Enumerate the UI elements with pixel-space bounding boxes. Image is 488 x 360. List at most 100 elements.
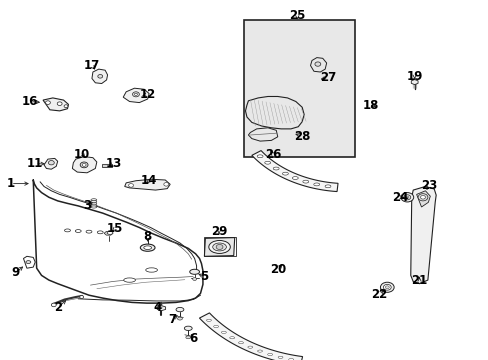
- Ellipse shape: [420, 195, 425, 199]
- Ellipse shape: [288, 359, 293, 360]
- Polygon shape: [44, 158, 58, 169]
- Ellipse shape: [405, 196, 408, 198]
- Ellipse shape: [57, 102, 62, 105]
- Ellipse shape: [45, 101, 50, 104]
- Ellipse shape: [212, 243, 226, 251]
- Text: 10: 10: [74, 148, 90, 161]
- Polygon shape: [416, 191, 429, 207]
- Text: 2: 2: [54, 301, 61, 314]
- Ellipse shape: [64, 229, 70, 232]
- Polygon shape: [124, 179, 170, 190]
- Polygon shape: [245, 96, 304, 129]
- Text: 18: 18: [362, 99, 378, 112]
- Ellipse shape: [163, 183, 168, 186]
- Ellipse shape: [80, 296, 83, 298]
- Ellipse shape: [257, 350, 262, 352]
- Ellipse shape: [192, 278, 196, 280]
- Bar: [243, 20, 354, 157]
- Ellipse shape: [229, 337, 234, 339]
- Ellipse shape: [403, 195, 410, 200]
- Ellipse shape: [132, 92, 139, 97]
- Text: 27: 27: [320, 71, 336, 84]
- Ellipse shape: [145, 268, 157, 272]
- Ellipse shape: [51, 303, 56, 307]
- Ellipse shape: [91, 199, 97, 201]
- Polygon shape: [104, 231, 113, 235]
- Ellipse shape: [238, 342, 243, 344]
- Ellipse shape: [213, 325, 218, 328]
- Ellipse shape: [257, 155, 263, 158]
- Polygon shape: [204, 238, 234, 256]
- Text: 17: 17: [83, 59, 100, 72]
- Ellipse shape: [221, 331, 226, 333]
- Ellipse shape: [91, 206, 97, 208]
- Ellipse shape: [292, 177, 298, 180]
- Ellipse shape: [98, 75, 102, 78]
- Text: 29: 29: [210, 225, 227, 238]
- Text: 21: 21: [410, 274, 427, 287]
- Ellipse shape: [140, 244, 155, 251]
- Ellipse shape: [206, 319, 211, 321]
- Text: 19: 19: [406, 70, 422, 83]
- Ellipse shape: [267, 354, 272, 356]
- Text: 4: 4: [153, 301, 161, 314]
- Ellipse shape: [128, 184, 133, 187]
- Ellipse shape: [273, 167, 279, 170]
- Text: 16: 16: [22, 95, 39, 108]
- Ellipse shape: [91, 204, 97, 206]
- Polygon shape: [251, 150, 337, 192]
- Ellipse shape: [107, 231, 113, 234]
- Polygon shape: [157, 306, 165, 311]
- Polygon shape: [123, 88, 149, 103]
- Text: 26: 26: [264, 148, 281, 161]
- Ellipse shape: [383, 284, 390, 290]
- Polygon shape: [72, 157, 97, 173]
- Ellipse shape: [184, 326, 192, 330]
- Text: 13: 13: [105, 157, 122, 170]
- Text: 20: 20: [269, 263, 285, 276]
- Ellipse shape: [123, 278, 135, 282]
- Ellipse shape: [385, 286, 388, 289]
- Polygon shape: [415, 269, 423, 274]
- Ellipse shape: [400, 193, 413, 202]
- Text: 11: 11: [27, 157, 43, 170]
- Text: 12: 12: [139, 88, 156, 101]
- Polygon shape: [199, 313, 302, 360]
- Text: 15: 15: [106, 222, 123, 235]
- Polygon shape: [410, 186, 435, 284]
- Polygon shape: [92, 69, 107, 84]
- Ellipse shape: [80, 162, 88, 168]
- Ellipse shape: [176, 307, 183, 312]
- Polygon shape: [310, 58, 326, 72]
- Ellipse shape: [64, 105, 68, 108]
- Polygon shape: [23, 256, 35, 268]
- Text: 14: 14: [141, 174, 157, 187]
- Bar: [204, 237, 235, 256]
- Ellipse shape: [216, 244, 223, 249]
- Ellipse shape: [380, 282, 393, 292]
- Ellipse shape: [75, 230, 81, 233]
- Ellipse shape: [82, 163, 86, 166]
- Ellipse shape: [91, 201, 97, 203]
- Text: 23: 23: [420, 179, 437, 192]
- Ellipse shape: [302, 180, 308, 183]
- Text: 22: 22: [370, 288, 386, 301]
- Ellipse shape: [185, 336, 190, 339]
- Ellipse shape: [282, 172, 288, 175]
- Text: 8: 8: [143, 230, 151, 243]
- Text: 24: 24: [391, 191, 407, 204]
- Ellipse shape: [91, 202, 97, 204]
- Text: 3: 3: [83, 199, 91, 212]
- Ellipse shape: [278, 356, 283, 359]
- Text: 9: 9: [12, 266, 20, 279]
- Text: 5: 5: [200, 270, 208, 283]
- Text: 1: 1: [7, 177, 15, 190]
- Ellipse shape: [417, 194, 427, 201]
- Text: 25: 25: [288, 9, 305, 22]
- Text: 28: 28: [293, 130, 310, 143]
- Polygon shape: [410, 80, 417, 85]
- Ellipse shape: [264, 161, 270, 164]
- Text: 6: 6: [189, 332, 197, 345]
- Ellipse shape: [48, 161, 54, 165]
- Ellipse shape: [143, 246, 151, 249]
